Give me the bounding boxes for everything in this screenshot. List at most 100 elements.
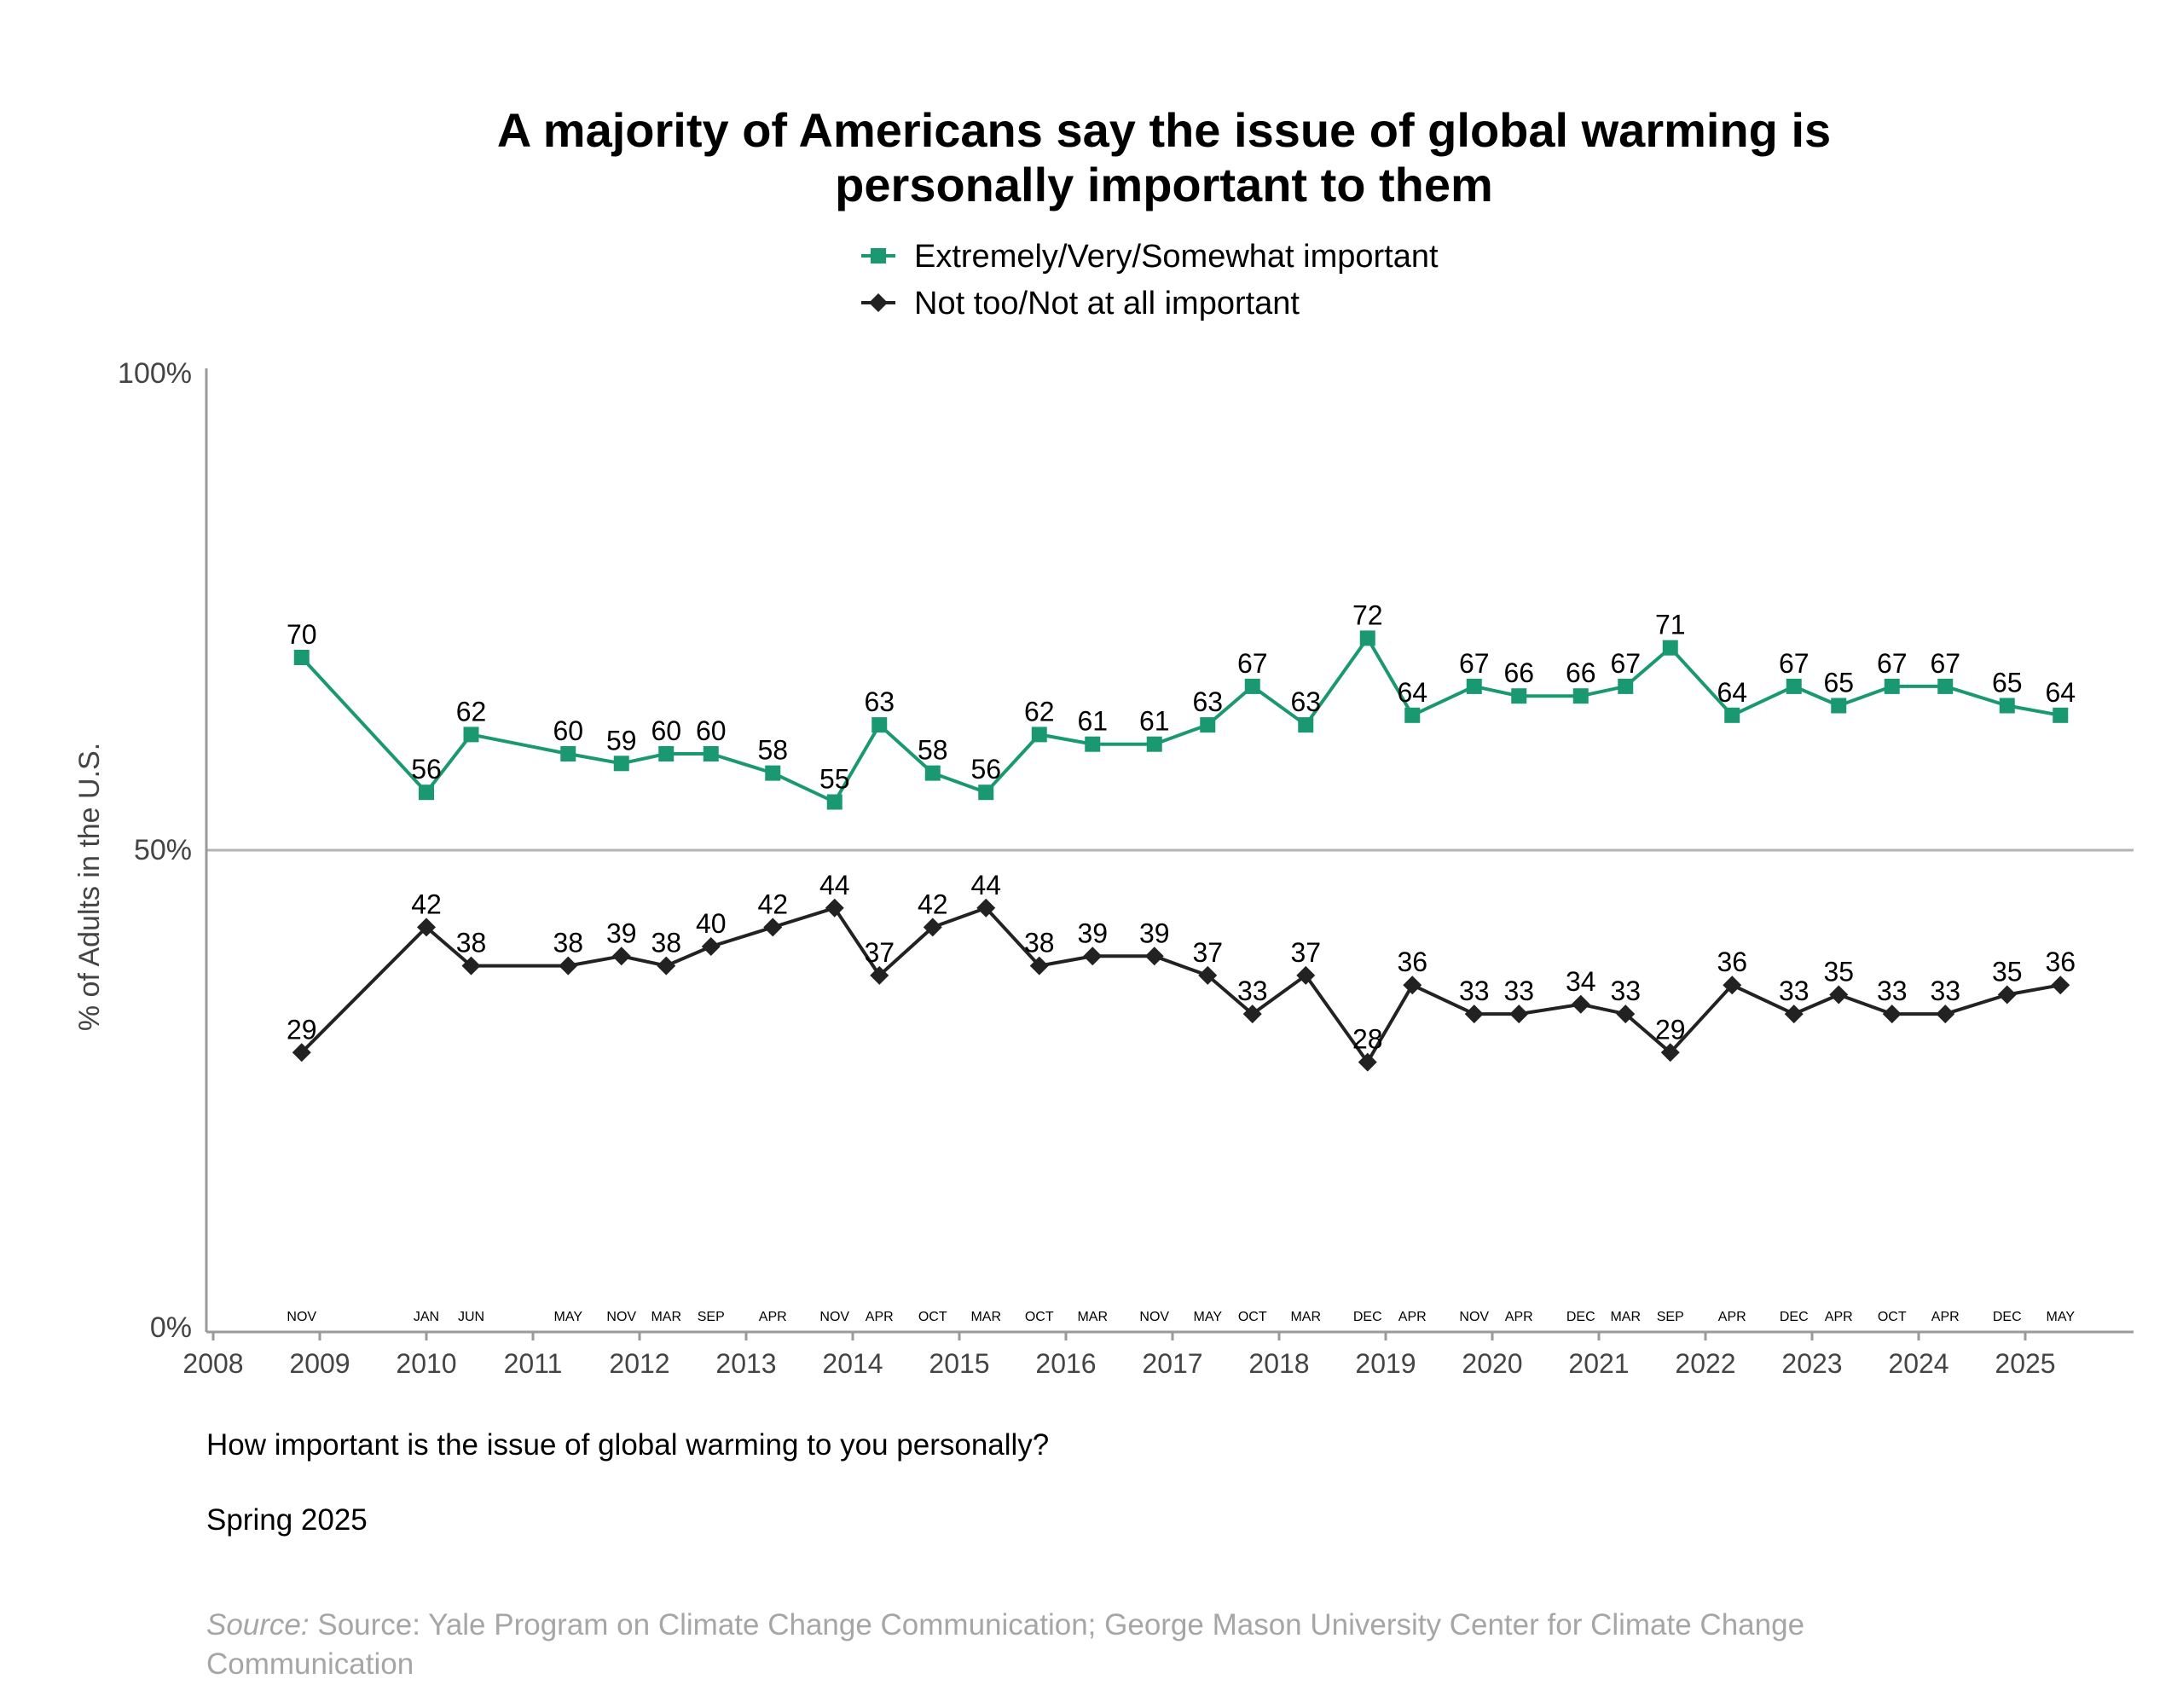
- month-label-25: APR: [1718, 1310, 1746, 1324]
- series-2-data-label-28: 33: [1877, 976, 1908, 1006]
- series-1-data-label-30: 65: [1992, 668, 2023, 698]
- month-labels: NOV JAN JUN MAY NOV MAR SEP APR NOV APR OCT MAR OCT M…: [287, 1310, 2075, 1324]
- month-label-0: NOV: [287, 1310, 316, 1324]
- series-2-point-13: [1083, 947, 1103, 966]
- series-2-point-30: [1997, 985, 2017, 1005]
- month-label-21: APR: [1505, 1310, 1533, 1324]
- y-tick-label-100: 100%: [118, 357, 192, 390]
- month-label-1: JAN: [414, 1310, 439, 1324]
- month-label-24: SEP: [1657, 1310, 1684, 1324]
- series-2-point-31: [2051, 976, 2070, 995]
- series-1-point-28: [1884, 678, 1900, 694]
- series-2-data-label-26: 33: [1779, 976, 1810, 1006]
- series-2-line: [300, 906, 2061, 1064]
- series-2-point-20: [1464, 1005, 1484, 1024]
- series-1-data-label-21: 66: [1503, 657, 1534, 688]
- series-1-point-18: [1359, 630, 1375, 646]
- series-1-data-label-11: 56: [970, 754, 1001, 785]
- series-2-point-23: [1616, 1005, 1636, 1024]
- month-label-4: NOV: [606, 1310, 636, 1324]
- series-1-point-25: [1724, 707, 1740, 723]
- series-1-data-label-1: 56: [411, 754, 442, 785]
- series-2-data-label-19: 36: [1397, 947, 1427, 977]
- x-tick-label-2014: 2014: [822, 1348, 883, 1379]
- source-text: Source: Yale Program on Climate Change C…: [317, 1608, 1804, 1641]
- month-label-2: JUN: [458, 1310, 484, 1324]
- series-1-point-11: [978, 785, 994, 801]
- series-1-data-label-19: 64: [1397, 677, 1427, 708]
- series-2-data-label-25: 36: [1717, 947, 1747, 977]
- series-1-point-2: [463, 727, 479, 743]
- month-label-7: APR: [759, 1310, 787, 1324]
- x-ticks: 2008 2009 2010 2011 2012 2013 2014 2015 2016 2017…: [182, 1332, 2056, 1379]
- series-2-point-3: [559, 956, 578, 976]
- series-2-data-label-22: 34: [1566, 966, 1596, 997]
- legend: Extremely/Very/Somewhat important Not to…: [861, 239, 1439, 321]
- x-tick-label-2025: 2025: [1995, 1348, 2055, 1379]
- x-tick-label-2010: 2010: [396, 1348, 456, 1379]
- month-label-8: NOV: [819, 1310, 849, 1324]
- series-1-point-12: [1031, 727, 1047, 743]
- series-1-data-label-31: 64: [2045, 677, 2076, 708]
- month-label-27: APR: [1825, 1310, 1853, 1324]
- series-1-point-22: [1572, 688, 1589, 704]
- series-2-point-9: [870, 965, 889, 985]
- month-label-20: NOV: [1459, 1310, 1489, 1324]
- series-2-point-22: [1571, 994, 1590, 1014]
- x-tick-label-2016: 2016: [1035, 1348, 1096, 1379]
- series-1-data-label-25: 64: [1717, 677, 1747, 708]
- x-tick-label-2024: 2024: [1888, 1348, 1948, 1379]
- series-1-data-label-15: 63: [1192, 686, 1223, 717]
- month-label-10: OCT: [918, 1310, 947, 1324]
- series-2-point-28: [1882, 1005, 1902, 1024]
- series-1-point-23: [1618, 678, 1634, 694]
- series-1-data-label-14: 61: [1139, 706, 1170, 737]
- series-1-data-label-28: 67: [1877, 648, 1908, 679]
- x-tick-label-2022: 2022: [1675, 1348, 1735, 1379]
- x-tick-label-2015: 2015: [929, 1348, 989, 1379]
- series-2-point-27: [1829, 985, 1849, 1005]
- legend-label-series-2: Not too/Not at all important: [914, 286, 1300, 321]
- series-2-point-5: [657, 956, 676, 976]
- series-2-point-1: [417, 918, 436, 937]
- series-1-point-8: [826, 794, 843, 810]
- series-2-point-10: [923, 918, 942, 937]
- series-1-data-label-8: 55: [819, 764, 850, 795]
- source-line-2: Communication: [206, 1647, 414, 1681]
- series-2-data-label-15: 37: [1192, 937, 1223, 968]
- series-1-data-label-17: 63: [1290, 686, 1321, 717]
- series-2-point-8: [825, 898, 844, 918]
- x-tick-label-2019: 2019: [1355, 1348, 1416, 1379]
- series-2-data-label-7: 42: [757, 889, 788, 919]
- y-axis-label: % of Adults in the U.S.: [73, 743, 106, 1031]
- month-label-16: OCT: [1238, 1310, 1267, 1324]
- month-label-18: DEC: [1353, 1310, 1382, 1324]
- series-2-point-18: [1358, 1052, 1377, 1072]
- series-1-data-label-22: 66: [1566, 657, 1596, 688]
- series-2-data-label-9: 37: [864, 937, 895, 968]
- x-tick-label-2008: 2008: [182, 1348, 243, 1379]
- month-label-14: NOV: [1139, 1310, 1169, 1324]
- month-label-22: DEC: [1566, 1310, 1595, 1324]
- series-2-data-label-3: 38: [553, 928, 583, 958]
- series-2-point-17: [1296, 965, 1316, 985]
- series-2-point-15: [1198, 965, 1218, 985]
- series-1-data-label-3: 60: [553, 715, 583, 746]
- x-tick-label-2023: 2023: [1781, 1348, 1842, 1379]
- series-2-data-label-1: 42: [411, 889, 442, 919]
- source-line-1: Source: Source: Yale Program on Climate …: [206, 1608, 1804, 1641]
- month-label-23: MAR: [1610, 1310, 1641, 1324]
- series-1-data-label-6: 60: [696, 715, 727, 746]
- series-1-data-label-4: 59: [606, 725, 637, 756]
- series-2-data-label-20: 33: [1459, 976, 1490, 1006]
- series-2-data-label-2: 38: [456, 928, 487, 958]
- series-2-point-12: [1029, 956, 1049, 976]
- series-1-point-4: [613, 756, 629, 772]
- series-2-point-14: [1144, 947, 1164, 966]
- series-2-point-0: [292, 1043, 311, 1062]
- month-label-17: MAR: [1290, 1310, 1321, 1324]
- legend-marker-series-1: [871, 248, 886, 263]
- series-1-point-6: [703, 746, 719, 761]
- series-1-data-label-13: 61: [1077, 706, 1108, 737]
